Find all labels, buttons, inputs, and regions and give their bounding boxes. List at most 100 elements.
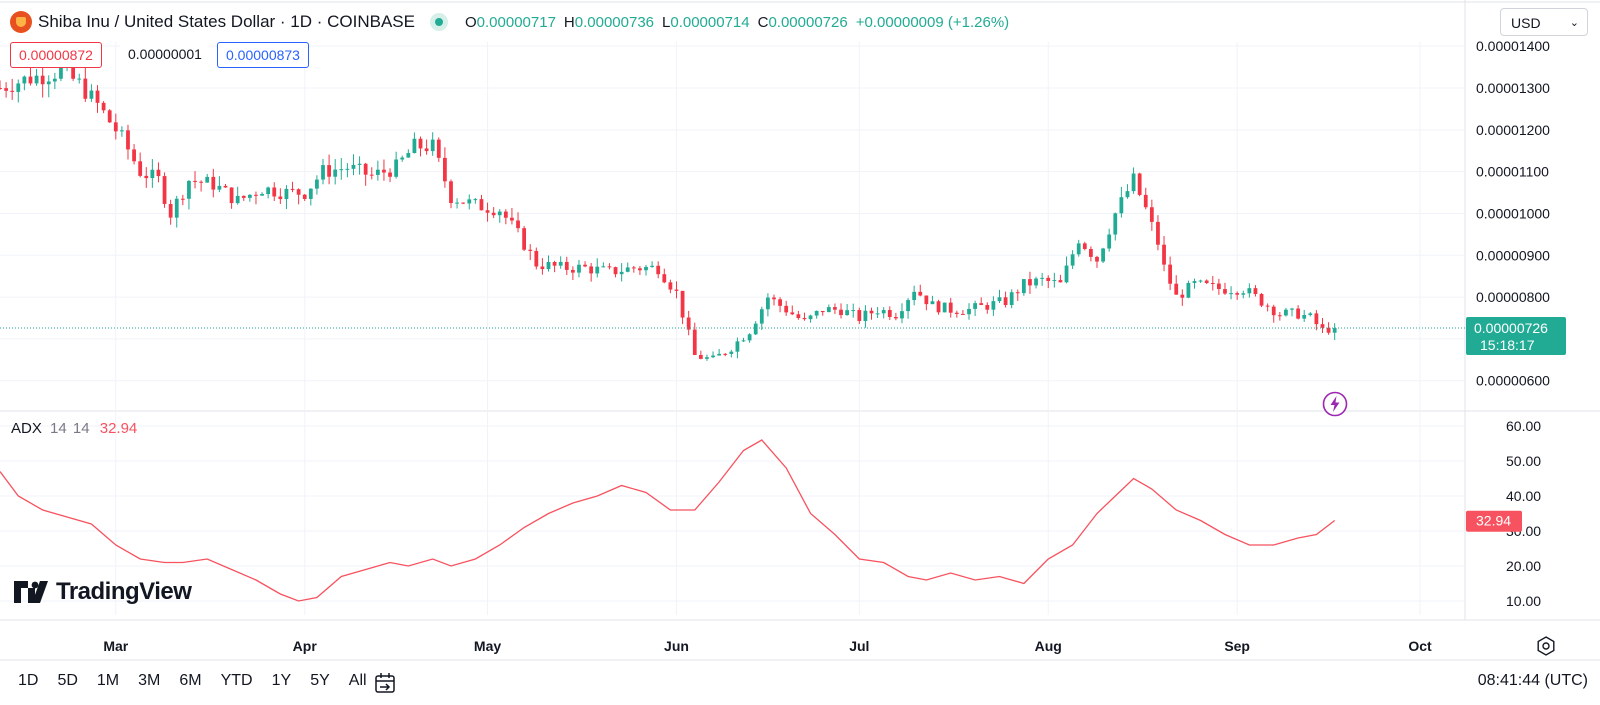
candle-body — [991, 301, 996, 310]
candle-body — [814, 310, 819, 316]
range-6m[interactable]: 6M — [179, 672, 202, 689]
market-status-icon[interactable] — [435, 18, 443, 26]
candle-body — [680, 290, 685, 318]
candle-body — [132, 149, 136, 162]
candle-body — [138, 161, 143, 176]
candle-body — [1253, 288, 1258, 295]
sell-price-button[interactable]: 0.00000872 — [10, 42, 102, 68]
utc-clock[interactable]: 08:41:44 (UTC) — [1477, 672, 1588, 689]
candle-body — [1192, 281, 1197, 283]
time-axis-tick: Mar — [103, 638, 128, 654]
adx-param-2: 14 — [72, 420, 90, 437]
candle-body — [631, 267, 636, 269]
currency-value: USD — [1511, 15, 1541, 31]
candle-body — [193, 180, 197, 182]
candle-body — [1162, 244, 1166, 265]
candle-body — [625, 267, 630, 272]
candle-body — [424, 148, 429, 152]
tradingview-logo[interactable]: TradingView — [14, 578, 192, 606]
adx-value: 32.94 — [99, 420, 138, 437]
price-axis-tick: 0.00000900 — [1476, 247, 1550, 263]
range-1d[interactable]: 1D — [18, 672, 39, 689]
price-axis-tick: 0.00001100 — [1476, 164, 1549, 180]
adx-value-badge-text: 32.94 — [1476, 513, 1511, 529]
candle-body — [223, 185, 228, 188]
candle-body — [400, 157, 405, 160]
candle-body — [985, 304, 990, 310]
candle-body — [1326, 327, 1331, 333]
candle-body — [333, 169, 338, 177]
shiba-inu-logo-icon — [10, 11, 32, 33]
candle-body — [1302, 315, 1307, 319]
candle-body — [1204, 280, 1209, 284]
time-axis-tick: Aug — [1035, 638, 1062, 654]
candle-body — [613, 267, 618, 275]
candle-body — [1131, 173, 1136, 192]
candle-body — [126, 130, 130, 150]
candle-body — [784, 305, 789, 313]
price-axis-tick: 0.00001400 — [1476, 38, 1550, 54]
candle-body — [34, 75, 39, 84]
buy-price-button[interactable]: 0.00000873 — [217, 42, 309, 68]
candle-body — [22, 76, 27, 84]
candle-body — [1076, 243, 1081, 255]
candle-body — [1040, 277, 1045, 279]
candle-body — [893, 316, 898, 319]
range-1m[interactable]: 1M — [96, 672, 120, 689]
candle-body — [71, 66, 76, 79]
range-3m[interactable]: 3M — [138, 672, 161, 689]
symbol-title[interactable]: Shiba Inu / United States Dollar · 1D · … — [38, 12, 415, 31]
close-value: 0.00000726 — [768, 13, 848, 31]
candle-body — [369, 174, 374, 176]
candle-body — [241, 195, 246, 198]
candle-body — [741, 340, 746, 342]
candle-body — [46, 81, 51, 85]
candle-body — [363, 163, 368, 175]
candle-body — [10, 90, 15, 92]
candle-body — [552, 262, 557, 266]
candle-body — [1015, 292, 1020, 294]
candle-body — [766, 297, 770, 310]
candle-body — [924, 295, 929, 305]
candle-body — [278, 196, 283, 200]
candle-body — [540, 266, 545, 270]
lightning-icon[interactable] — [1322, 391, 1348, 417]
candle-body — [430, 139, 435, 152]
candle-body — [881, 310, 886, 314]
candle-body — [589, 266, 594, 274]
candle-body — [1277, 315, 1282, 317]
candle-body — [1186, 282, 1191, 298]
candle-body — [351, 164, 356, 169]
candle-body — [1064, 265, 1069, 283]
auto-scale-settings-icon[interactable] — [1536, 636, 1556, 656]
candle-body — [485, 210, 490, 213]
candle-body — [1320, 324, 1325, 328]
candle-body — [717, 353, 722, 356]
candle-body — [375, 169, 380, 175]
range-5d[interactable]: 5D — [57, 672, 78, 689]
range-all[interactable]: All — [348, 672, 367, 689]
candle-body — [601, 266, 606, 268]
candle-body — [113, 122, 118, 132]
candle-body — [1125, 191, 1130, 198]
candle-body — [942, 302, 947, 313]
candle-body — [546, 262, 551, 270]
range-1y[interactable]: 1Y — [271, 672, 292, 689]
candle-body — [979, 303, 984, 305]
candle-body — [918, 291, 923, 296]
candle-body — [40, 75, 45, 85]
currency-select[interactable]: USD ⌄ — [1500, 8, 1588, 36]
candle-body — [912, 291, 917, 301]
candle-body — [119, 130, 124, 132]
range-ytd[interactable]: YTD — [220, 672, 253, 689]
candle-body — [534, 250, 539, 267]
candle-body — [156, 169, 161, 177]
price-axis-tick: 0.00001000 — [1476, 205, 1550, 221]
adx-legend[interactable]: ADX 14 14 32.94 — [11, 420, 137, 437]
tradingview-wordmark: TradingView — [56, 578, 192, 605]
candle-body — [1149, 207, 1154, 222]
range-5y[interactable]: 5Y — [310, 672, 330, 689]
candle-body — [1107, 234, 1112, 249]
date-range-calendar-icon[interactable] — [374, 672, 396, 694]
